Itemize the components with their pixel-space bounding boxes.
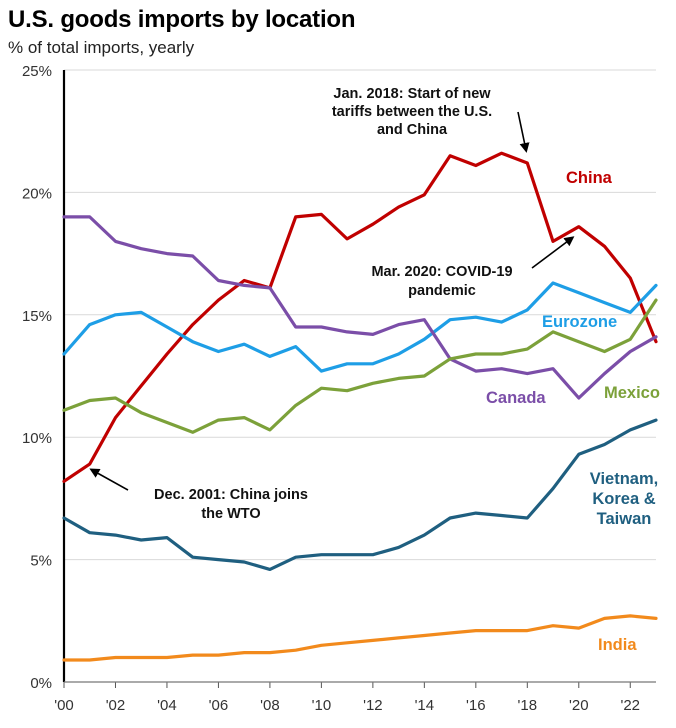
series-label-canada: Canada [486, 389, 546, 407]
series-line-china [62, 151, 658, 483]
y-tick-label-10: 10% [22, 430, 52, 447]
annotation-arrow-wto [89, 468, 129, 491]
annotation-tariffs: Jan. 2018: Start of new tariffs between t… [332, 86, 492, 138]
x-tick-label-2012: '12 [363, 697, 383, 714]
chart-subtitle: % of total imports, yearly [8, 38, 195, 57]
gridlines [64, 69, 656, 561]
series-line-canada [62, 215, 658, 400]
y-tick-label-20: 20% [22, 185, 52, 202]
y-tick-label-25: 25% [22, 63, 52, 80]
series-line-mexico [62, 298, 658, 434]
y-tick-label-0: 0% [30, 675, 52, 692]
series-label-china: China [566, 169, 613, 187]
series-label-mexico: Mexico [604, 384, 660, 402]
x-tick-label-2018: '18 [518, 697, 538, 714]
x-tick-label-2020: '20 [569, 697, 589, 714]
x-tick-label-2022: '22 [620, 697, 640, 714]
series-line-india [62, 614, 658, 662]
x-tick-label-2010: '10 [312, 697, 332, 714]
annotation-arrow-covid [531, 236, 575, 269]
chart-text: 0% 5% 10% 15% 20% 25% '00 '02 '04 '06 '08 '10 '12 '14… [22, 63, 660, 714]
x-tick-label-2006: '06 [209, 697, 229, 714]
y-tick-label-15: 15% [22, 308, 52, 325]
annotation-arrow-tariffs [517, 111, 530, 153]
annotation-covid: Mar. 2020: COVID-19 pandemic [371, 264, 512, 299]
x-tick-label-2002: '02 [106, 697, 126, 714]
annotation-wto: Dec. 2001: China joins the WTO [154, 487, 308, 522]
series-label-vietnam-korea-taiwan: Vietnam, Korea & Taiwan [590, 470, 658, 528]
axes [62, 70, 656, 688]
series-label-india: India [598, 636, 637, 654]
annotation-arrows [89, 111, 575, 491]
series-line-eurozone [62, 281, 658, 373]
chart-title: U.S. goods imports by location [8, 6, 356, 33]
x-tick-label-2000: '00 [54, 697, 74, 714]
x-tick-label-2014: '14 [415, 697, 435, 714]
series-lines [62, 151, 658, 662]
x-tick-label-2008: '08 [260, 697, 280, 714]
x-tick-label-2004: '04 [157, 697, 177, 714]
series-label-eurozone: Eurozone [542, 313, 617, 331]
series-line-vietnam-korea-taiwan [62, 418, 658, 572]
x-tick-label-2016: '16 [466, 697, 486, 714]
y-tick-label-5: 5% [30, 553, 52, 570]
